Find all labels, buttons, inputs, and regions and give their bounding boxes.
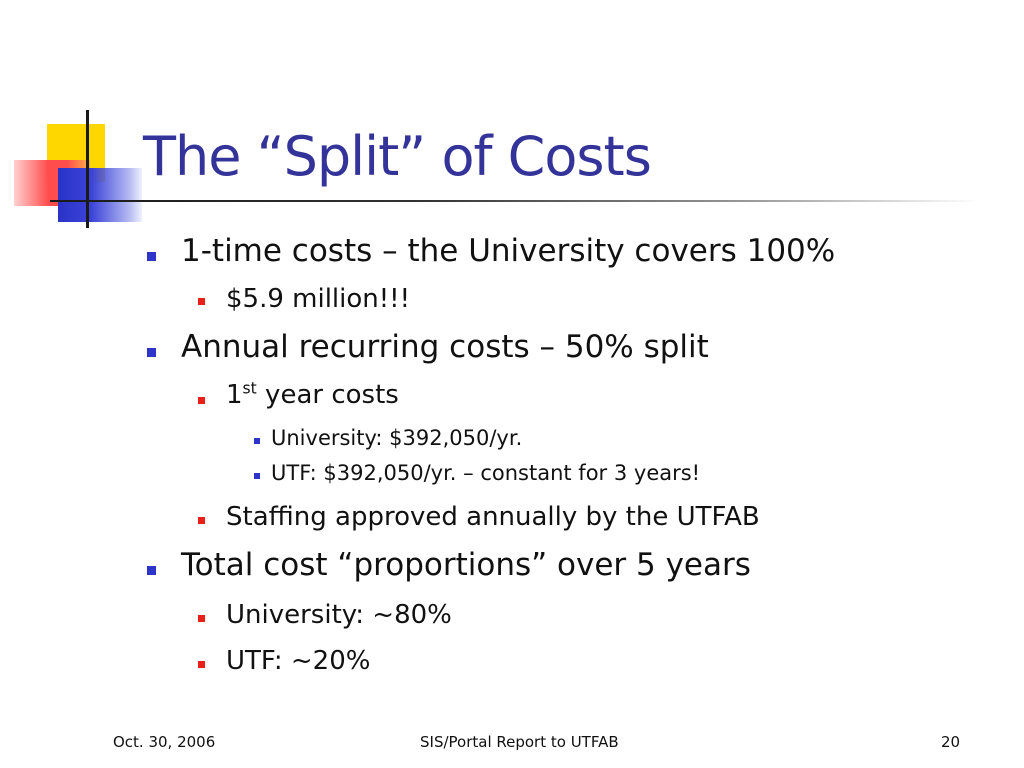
title-underline-rule <box>50 200 980 202</box>
bullet-square-icon <box>147 566 156 575</box>
bullet-item: Staffing approved annually by the UTFAB <box>226 502 760 532</box>
bullet-item: Total cost “proportions” over 5 years <box>181 547 751 583</box>
bullet-square-icon <box>254 438 260 444</box>
decor-blue-square <box>58 168 142 222</box>
bullet-square-icon <box>147 252 156 261</box>
footer-title: SIS/Portal Report to UTFAB <box>420 733 619 751</box>
bullet-item: 1st year costs <box>226 380 399 410</box>
bullet-square-icon <box>198 661 205 668</box>
bullet-square-icon <box>198 298 205 305</box>
bullet-square-icon <box>147 348 156 357</box>
bullet-item-rest: year costs <box>256 380 399 410</box>
slide-title: The “Split” of Costs <box>143 125 652 188</box>
footer-date: Oct. 30, 2006 <box>113 733 216 751</box>
decor-vertical-rule <box>86 110 89 228</box>
bullet-item: $5.9 million!!! <box>226 284 411 314</box>
bullet-item: UTF: ~20% <box>226 646 371 676</box>
bullet-square-icon <box>198 517 205 524</box>
bullet-item: 1-time costs – the University covers 100… <box>181 233 836 269</box>
bullet-square-icon <box>254 473 260 479</box>
bullet-square-icon <box>198 397 205 404</box>
bullet-square-icon <box>198 615 205 622</box>
bullet-item: UTF: $392,050/yr. – constant for 3 years… <box>271 461 701 485</box>
bullet-item-number: 1 <box>226 380 243 410</box>
bullet-item: Annual recurring costs – 50% split <box>181 329 709 365</box>
bullet-item: University: $392,050/yr. <box>271 426 523 450</box>
footer-page-number: 20 <box>941 733 961 751</box>
ordinal-suffix: st <box>242 379 257 398</box>
bullet-item: University: ~80% <box>226 600 452 630</box>
